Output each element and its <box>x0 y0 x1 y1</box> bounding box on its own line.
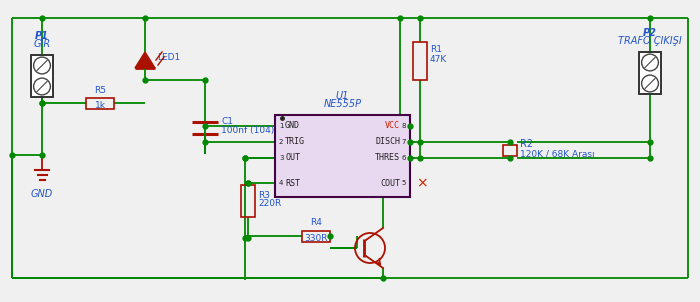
Text: COUT: COUT <box>380 178 400 188</box>
Text: R3: R3 <box>258 191 270 200</box>
Bar <box>31 55 53 97</box>
Text: LED1: LED1 <box>157 53 181 63</box>
Text: R4: R4 <box>310 218 322 227</box>
Text: 2: 2 <box>279 139 284 145</box>
Bar <box>639 52 661 94</box>
Bar <box>639 52 661 94</box>
Text: R1: R1 <box>430 46 442 54</box>
Bar <box>503 145 517 156</box>
Text: TRAFO ÇIKIŞI: TRAFO ÇIKIŞI <box>618 36 682 46</box>
Text: 6: 6 <box>402 155 406 161</box>
Bar <box>86 98 114 109</box>
Text: DISCH: DISCH <box>375 137 400 146</box>
Bar <box>275 115 410 197</box>
Text: R2: R2 <box>520 139 533 149</box>
Text: 3: 3 <box>279 155 284 161</box>
Bar <box>302 231 330 242</box>
Text: P2: P2 <box>643 28 657 38</box>
Text: RST: RST <box>285 178 300 188</box>
Text: 1k: 1k <box>94 101 106 110</box>
Text: TRIG: TRIG <box>285 137 305 146</box>
Text: GND: GND <box>31 189 53 199</box>
Text: 4: 4 <box>279 180 284 186</box>
Text: NE555P: NE555P <box>323 99 361 109</box>
Polygon shape <box>135 52 155 68</box>
Text: P1: P1 <box>35 31 49 41</box>
Text: 330R: 330R <box>304 234 328 243</box>
Bar <box>31 55 53 97</box>
Text: R5: R5 <box>94 86 106 95</box>
Text: 120K / 68K Arası: 120K / 68K Arası <box>520 149 594 159</box>
Text: 1: 1 <box>279 123 284 129</box>
Text: 100nf (104): 100nf (104) <box>221 126 274 134</box>
Text: 47K: 47K <box>430 54 447 63</box>
Text: C1: C1 <box>221 117 233 127</box>
Text: VCC: VCC <box>385 121 400 130</box>
Text: U1: U1 <box>336 91 349 101</box>
Text: 5: 5 <box>402 180 406 186</box>
Text: ×: × <box>416 176 428 190</box>
Text: 220R: 220R <box>258 198 281 207</box>
Text: 7: 7 <box>402 139 406 145</box>
Text: GND: GND <box>285 121 300 130</box>
Text: THRES: THRES <box>375 153 400 162</box>
Text: OUT: OUT <box>285 153 300 162</box>
Bar <box>241 185 255 217</box>
Text: GİR: GİR <box>34 39 50 49</box>
Bar <box>413 42 427 80</box>
Text: 8: 8 <box>402 123 406 129</box>
